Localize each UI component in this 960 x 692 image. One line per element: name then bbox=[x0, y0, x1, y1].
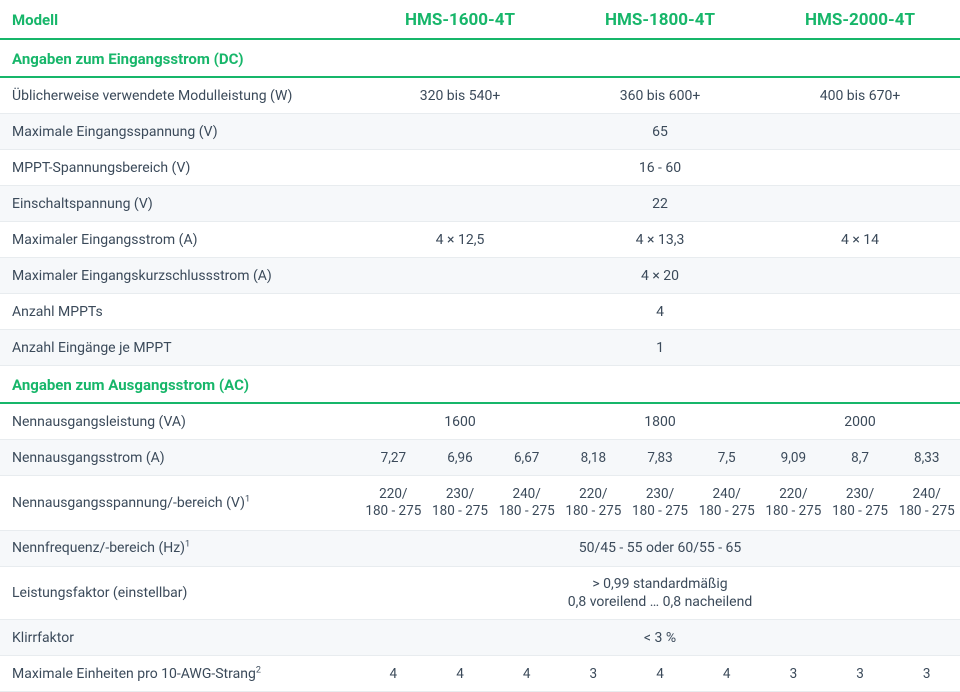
cell: 3 bbox=[760, 666, 827, 682]
cell: 7,83 bbox=[627, 450, 694, 466]
cell: 7,27 bbox=[360, 450, 427, 466]
cell: 220/180 - 275 bbox=[760, 484, 827, 522]
row-n-mppt: Anzahl MPPTs 4 bbox=[0, 294, 960, 330]
cell: 50/45 - 55 oder 60/55 - 65 bbox=[360, 540, 960, 556]
cell: 4 × 13,3 bbox=[560, 232, 760, 248]
label-max-units: Maximale Einheiten pro 10-AWG-Strang2 bbox=[0, 666, 360, 682]
cell: 240/180 - 275 bbox=[893, 484, 960, 522]
cell: 1 bbox=[360, 340, 960, 356]
row-i-out: Nennausgangsstrom (A) 7,27 6,96 6,67 8,1… bbox=[0, 440, 960, 476]
cell: 1800 bbox=[560, 414, 760, 430]
row-module-power: Üblicherweise verwendete Modulleistung (… bbox=[0, 78, 960, 114]
label-thd: Klirrfaktor bbox=[0, 630, 360, 646]
row-pf: Leistungsfaktor (einstellbar) > 0,99 sta… bbox=[0, 567, 960, 620]
row-v-out: Nennausgangsspannung/-bereich (V)1 220/1… bbox=[0, 476, 960, 531]
footnote-ref: 1 bbox=[245, 494, 250, 504]
cell: 4 bbox=[627, 666, 694, 682]
cell: 22 bbox=[360, 196, 960, 212]
label-module-power: Üblicherweise verwendete Modulleistung (… bbox=[0, 88, 360, 104]
footnote-ref: 1 bbox=[185, 540, 190, 550]
cell: 2000 bbox=[760, 414, 960, 430]
table-header-row: Modell HMS-1600-4T HMS-1800-4T HMS-2000-… bbox=[0, 0, 960, 40]
row-max-units: Maximale Einheiten pro 10-AWG-Strang2 4 … bbox=[0, 656, 960, 692]
row-mppt-range: MPPT-Spannungsbereich (V) 16 - 60 bbox=[0, 150, 960, 186]
cell: 230/180 - 275 bbox=[427, 484, 494, 522]
cell: 4 × 14 bbox=[760, 232, 960, 248]
label-i-out: Nennausgangsstrom (A) bbox=[0, 450, 360, 466]
row-max-vin: Maximale Eingangsspannung (V) 65 bbox=[0, 114, 960, 150]
label-v-out: Nennausgangsspannung/-bereich (V)1 bbox=[0, 495, 360, 511]
header-model-3: HMS-2000-4T bbox=[760, 10, 960, 30]
cell: 4 bbox=[360, 666, 427, 682]
cell: 65 bbox=[360, 124, 960, 140]
cell: 320 bis 540+ bbox=[360, 88, 560, 104]
cell: < 3 % bbox=[360, 630, 960, 646]
cell: 360 bis 600+ bbox=[560, 88, 760, 104]
label-n-in-mppt: Anzahl Eingänge je MPPT bbox=[0, 340, 360, 356]
cell: 6,96 bbox=[427, 450, 494, 466]
cell: > 0,99 standardmäßig0,8 voreilend … 0,8 … bbox=[360, 575, 960, 611]
label-mppt-range: MPPT-Spannungsbereich (V) bbox=[0, 160, 360, 176]
label-max-vin: Maximale Eingangsspannung (V) bbox=[0, 124, 360, 140]
cell: 4 bbox=[360, 304, 960, 320]
header-model-1: HMS-1600-4T bbox=[360, 10, 560, 30]
label-freq-text: Nennfrequenz/-bereich (Hz) bbox=[12, 540, 185, 556]
label-n-mppt: Anzahl MPPTs bbox=[0, 304, 360, 320]
row-freq: Nennfrequenz/-bereich (Hz)1 50/45 - 55 o… bbox=[0, 531, 960, 567]
cell: 9,09 bbox=[760, 450, 827, 466]
label-max-iin: Maximaler Eingangsstrom (A) bbox=[0, 232, 360, 248]
footnote-ref: 2 bbox=[256, 665, 261, 675]
cell: 4 bbox=[693, 666, 760, 682]
cell: 3 bbox=[827, 666, 894, 682]
row-max-iin: Maximaler Eingangsstrom (A) 4 × 12,5 4 ×… bbox=[0, 222, 960, 258]
cell: 7,5 bbox=[693, 450, 760, 466]
label-max-isc: Maximaler Eingangskurzschlussstrom (A) bbox=[0, 268, 360, 284]
cell: 240/180 - 275 bbox=[493, 484, 560, 522]
cell: 4 bbox=[493, 666, 560, 682]
cell: 230/180 - 275 bbox=[627, 484, 694, 522]
row-p-out: Nennausgangsleistung (VA) 1600 1800 2000 bbox=[0, 404, 960, 440]
cell: 220/180 - 275 bbox=[560, 484, 627, 522]
cell: 1600 bbox=[360, 414, 560, 430]
section-dc-title: Angaben zum Eingangsstrom (DC) bbox=[0, 40, 960, 78]
cell: 3 bbox=[893, 666, 960, 682]
label-pf: Leistungsfaktor (einstellbar) bbox=[0, 585, 360, 601]
header-label: Modell bbox=[0, 11, 360, 29]
cell: 220/180 - 275 bbox=[360, 484, 427, 522]
cell: 230/180 - 275 bbox=[827, 484, 894, 522]
section-ac-title: Angaben zum Ausgangsstrom (AC) bbox=[0, 366, 960, 404]
row-max-isc: Maximaler Eingangskurzschlussstrom (A) 4… bbox=[0, 258, 960, 294]
label-start-v: Einschaltspannung (V) bbox=[0, 196, 360, 212]
header-model-2: HMS-1800-4T bbox=[560, 10, 760, 30]
label-max-units-text: Maximale Einheiten pro 10-AWG-Strang bbox=[12, 666, 256, 682]
cell: 4 × 20 bbox=[360, 268, 960, 284]
row-n-in-mppt: Anzahl Eingänge je MPPT 1 bbox=[0, 330, 960, 366]
row-start-v: Einschaltspannung (V) 22 bbox=[0, 186, 960, 222]
label-p-out: Nennausgangsleistung (VA) bbox=[0, 414, 360, 430]
cell: 6,67 bbox=[493, 450, 560, 466]
label-v-out-text: Nennausgangsspannung/-bereich (V) bbox=[12, 495, 245, 511]
row-thd: Klirrfaktor < 3 % bbox=[0, 620, 960, 656]
label-freq: Nennfrequenz/-bereich (Hz)1 bbox=[0, 540, 360, 556]
cell: 8,18 bbox=[560, 450, 627, 466]
cell: 3 bbox=[560, 666, 627, 682]
cell: 4 bbox=[427, 666, 494, 682]
cell: 8,33 bbox=[893, 450, 960, 466]
cell: 240/180 - 275 bbox=[693, 484, 760, 522]
cell: 8,7 bbox=[827, 450, 894, 466]
spec-table: Modell HMS-1600-4T HMS-1800-4T HMS-2000-… bbox=[0, 0, 960, 692]
cell: 16 - 60 bbox=[360, 160, 960, 176]
cell: 4 × 12,5 bbox=[360, 232, 560, 248]
cell: 400 bis 670+ bbox=[760, 88, 960, 104]
